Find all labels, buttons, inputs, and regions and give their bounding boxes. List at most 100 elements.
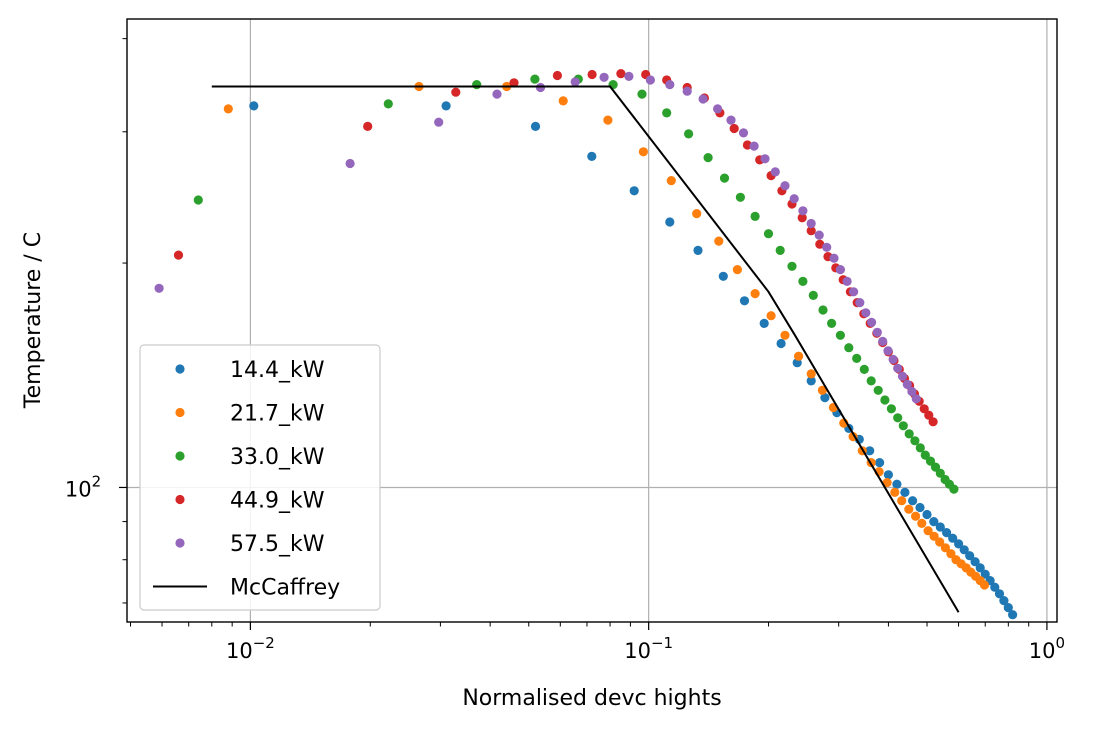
data-point <box>703 153 713 163</box>
legend: 14.4_kW 21.7_kW 33.0_kW 44.9_kW 57.5_kW McCaf… <box>139 344 381 611</box>
axes-frame <box>126 18 1058 623</box>
legend-item: 21.7_kW <box>175 402 325 427</box>
data-point <box>587 69 597 80</box>
data-point <box>915 443 925 453</box>
x-tick-label: 10−1 <box>624 634 673 663</box>
legend-label: 14.4_kW <box>230 358 325 383</box>
data-point <box>865 446 875 456</box>
data-point <box>980 569 990 579</box>
data-point <box>872 327 882 337</box>
legend-item: 33.0_kW <box>175 445 325 470</box>
data-point <box>472 80 482 90</box>
data-point <box>729 123 739 134</box>
tick-labels: 10−2 10−1 100 102 <box>65 472 1065 663</box>
data-point <box>818 305 828 315</box>
data-point <box>662 108 672 118</box>
data-point <box>780 181 790 191</box>
data-point <box>750 211 760 221</box>
data-point <box>948 533 958 543</box>
data-point <box>223 104 233 114</box>
data-point <box>897 496 907 506</box>
data-point <box>880 395 890 405</box>
data-point <box>822 242 832 252</box>
data-point <box>624 71 634 81</box>
data-point <box>775 245 785 255</box>
data-point <box>965 551 975 561</box>
data-point <box>866 376 876 386</box>
data-point <box>530 121 541 131</box>
data-point <box>904 429 914 439</box>
data-point <box>383 99 393 109</box>
data-point <box>990 582 1000 592</box>
data-point <box>719 173 730 183</box>
major-ticks <box>119 486 1048 630</box>
data-point <box>552 70 563 81</box>
data-point <box>451 87 461 97</box>
legend-box <box>139 344 381 611</box>
data-point <box>954 539 964 549</box>
data-point <box>855 298 865 308</box>
series-line <box>211 85 960 613</box>
data-point <box>645 75 656 85</box>
data-point <box>875 458 885 468</box>
data-point <box>738 128 749 138</box>
data-point <box>173 250 184 260</box>
data-point <box>917 518 927 529</box>
data-point <box>873 385 883 395</box>
data-point <box>759 318 769 328</box>
data-point <box>893 413 903 423</box>
data-point <box>815 239 825 249</box>
data-point <box>363 121 373 131</box>
data-point <box>698 94 708 104</box>
data-point <box>789 194 799 204</box>
data-point <box>682 86 692 96</box>
data-point <box>750 289 760 299</box>
data-point <box>603 115 613 125</box>
data-point <box>249 101 259 111</box>
data-point <box>684 129 694 139</box>
data-point <box>867 317 877 327</box>
data-point <box>665 80 675 90</box>
data-point <box>739 296 750 306</box>
data-point <box>861 308 871 318</box>
series-McCaffrey <box>211 85 960 613</box>
data-point <box>808 290 818 300</box>
data-point <box>713 104 723 114</box>
data-point <box>911 511 921 521</box>
data-point <box>883 346 893 356</box>
data-point <box>924 410 934 420</box>
data-point <box>1008 610 1018 620</box>
data-point <box>829 253 839 263</box>
legend-point-marker <box>175 538 185 548</box>
data-point <box>902 379 912 389</box>
legend-label: 33.0_kW <box>230 445 325 470</box>
data-point <box>806 218 816 229</box>
legend-label: 44.9_kW <box>230 489 325 514</box>
data-point <box>760 154 770 164</box>
data-point <box>923 526 933 536</box>
data-point <box>714 236 724 246</box>
data-point <box>434 117 444 127</box>
data-point <box>942 528 952 538</box>
x-axis-label: Normalised devc hights <box>462 686 721 711</box>
data-point <box>920 450 930 460</box>
data-point <box>798 276 808 286</box>
data-point <box>154 283 164 293</box>
data-point <box>530 74 540 84</box>
data-point <box>798 206 808 216</box>
data-point <box>897 371 908 381</box>
data-point <box>886 404 897 414</box>
series-21.7_kW <box>223 81 990 590</box>
series-33.0_kW <box>193 74 959 494</box>
y-axis-label: Temperature / C <box>21 232 46 409</box>
data-point <box>949 484 959 494</box>
data-point <box>929 531 939 541</box>
data-point <box>806 226 816 236</box>
data-point <box>665 217 675 227</box>
legend-item: McCaffrey <box>153 576 340 601</box>
data-point <box>766 311 776 321</box>
data-point <box>441 101 451 111</box>
data-point <box>999 596 1009 606</box>
data-point <box>692 209 702 219</box>
data-point <box>994 589 1005 599</box>
